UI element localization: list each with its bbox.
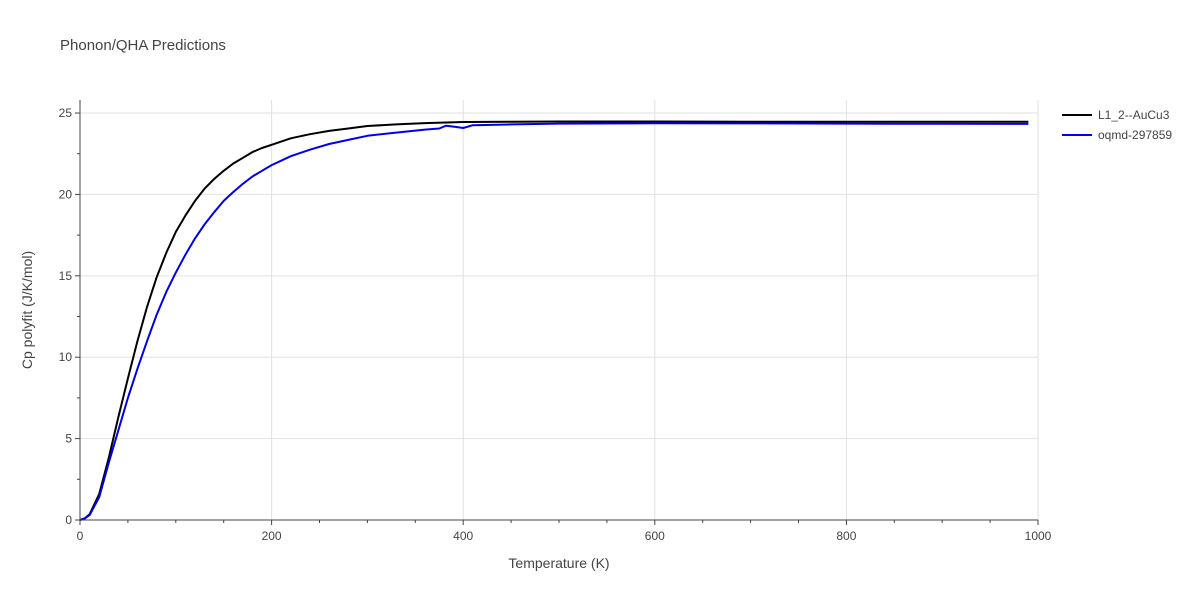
series-line-2 [79,122,1029,521]
x-tick-label: 1000 [1025,529,1052,543]
y-axis-title: Cp polyfit (J/K/mol) [19,251,35,369]
y-tick-label: 10 [59,350,73,364]
legend[interactable]: L1_2--AuCu3 oqmd-297859 [1062,108,1172,142]
legend-label: L1_2--AuCu3 [1098,108,1170,122]
grid-lines [80,100,1039,520]
x-tick-label: 600 [645,529,665,543]
y-axis-ticks: 0 5 10 15 20 25 [59,106,73,527]
axes [75,100,1039,525]
y-tick-label: 20 [59,187,73,201]
series-lines [79,120,1029,521]
x-tick-label: 800 [836,529,856,543]
y-tick-label: 25 [59,106,73,120]
y-tick-label: 5 [65,432,72,446]
x-axis-ticks: 0 200 400 600 800 1000 [77,529,1052,543]
legend-label: oqmd-297859 [1098,128,1172,142]
series-line-1 [79,120,1029,521]
y-tick-label: 0 [65,513,72,527]
x-tick-label: 200 [262,529,282,543]
x-tick-label: 400 [453,529,473,543]
y-tick-label: 15 [59,269,73,283]
x-tick-label: 0 [77,529,84,543]
chart-title: Phonon/QHA Predictions [60,37,226,54]
x-axis-title: Temperature (K) [508,555,609,571]
